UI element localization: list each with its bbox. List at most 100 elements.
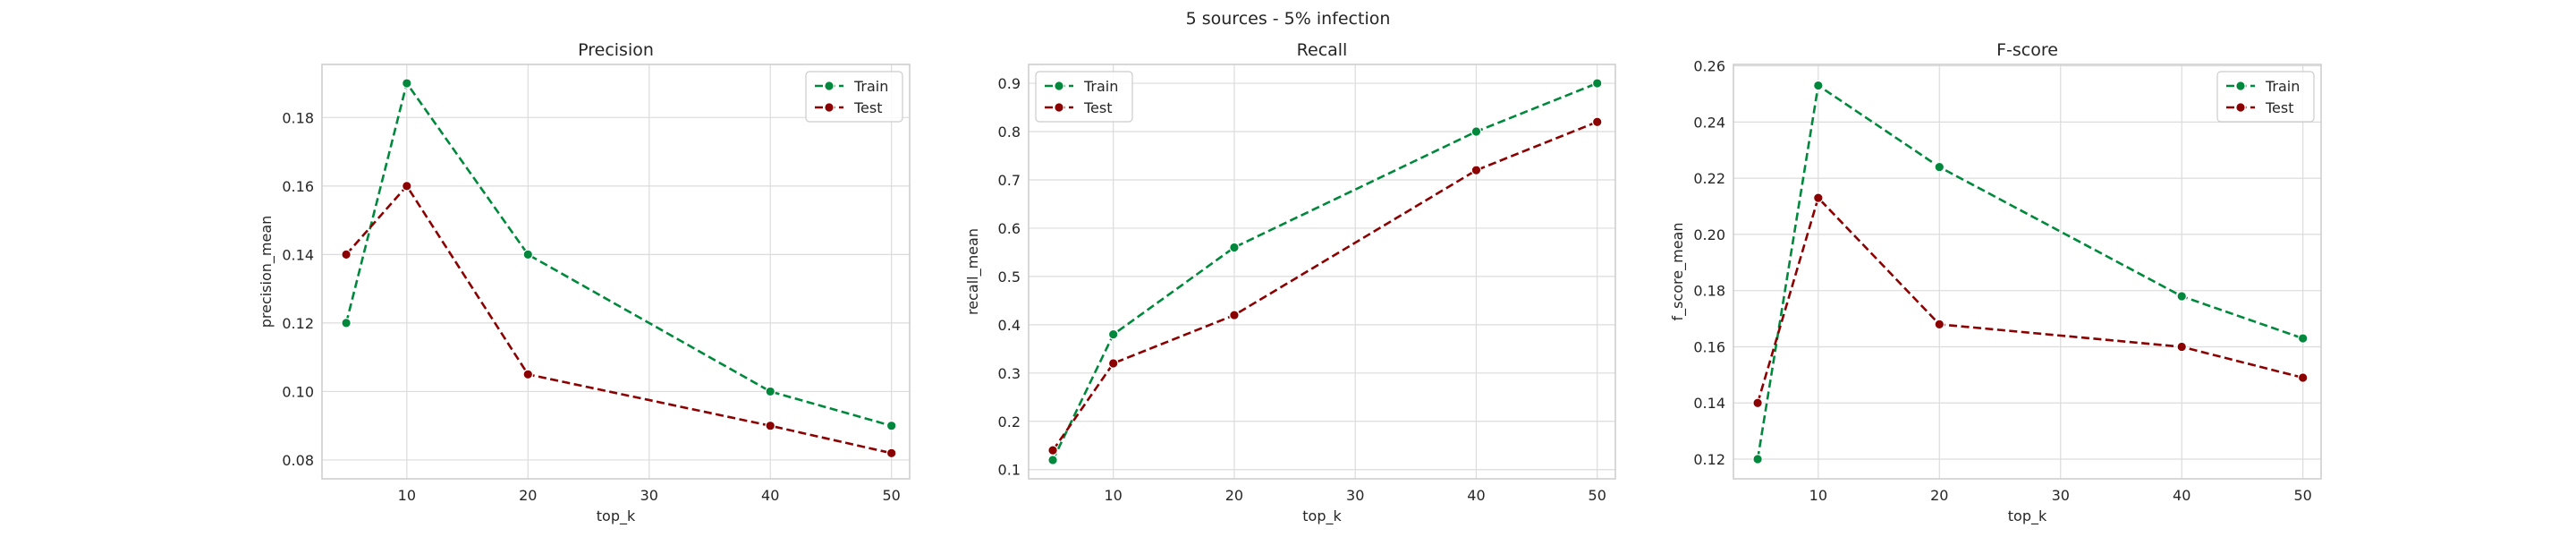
precision-x-tick-label: 20 [519,487,537,504]
f-score-y-tick-label: 0.20 [1693,226,1725,243]
precision-plot-area [322,64,910,479]
recall-y-tick-label: 0.4 [998,317,1021,334]
precision-legend-train-marker [824,81,835,91]
precision-legend-test-marker [824,102,835,113]
precision-test-point [522,369,534,380]
precision-y-tick-label: 0.08 [282,452,314,469]
precision-legend-test-label: Test [853,99,883,116]
recall-subplot: 10 20 30 40 50 0.1 0.2 0.3 0.4 0.5 0.6 0.7 0.8 0.9 Rec… [964,40,1616,525]
f-score-legend-test-marker [2235,102,2246,113]
f-score-subplot: 10 20 30 40 50 0.12 0.14 0.16 0.18 0.20 0.22 0.24 0.… [1669,40,2322,525]
recall-x-tick-label: 30 [1346,487,1364,504]
f-score-x-tick-label: 10 [1809,487,1827,504]
f-score-x-tick-label: 40 [2173,487,2190,504]
recall-legend-test-marker [1054,102,1064,113]
recall-train-point [1229,242,1240,253]
recall-x-axis-label: top_k [1302,507,1342,525]
precision-train-point [886,420,897,431]
precision-x-tick-label: 40 [761,487,779,504]
f-score-train-point [1813,80,1824,91]
precision-y-tick-label: 0.12 [282,315,314,332]
recall-x-tick-label: 10 [1105,487,1123,504]
recall-test-point [1047,445,1058,456]
precision-legend-train-label: Train [853,78,888,95]
f-score-train-point [2176,291,2188,302]
precision-y-tick-label: 0.18 [282,109,314,126]
recall-axes-frame [1028,64,1616,480]
f-score-x-tick-label: 50 [2294,487,2312,504]
f-score-legend-train-marker [2235,81,2246,91]
f-score-y-tick-label: 0.22 [1693,170,1725,187]
f-score-test-point [1813,192,1824,203]
f-score-train-point [1752,454,1763,465]
f-score-axes-frame [1733,64,2322,480]
precision-train-point [522,249,534,260]
f-score-y-tick-label: 0.14 [1693,395,1725,412]
recall-y-tick-label: 0.3 [998,365,1021,382]
precision-legend: Train Test [805,71,903,123]
f-score-y-tick-label: 0.12 [1693,451,1725,468]
recall-y-tick-label: 0.7 [998,172,1021,189]
recall-y-tick-label: 0.5 [998,268,1021,286]
recall-y-tick-label: 0.6 [998,220,1021,237]
precision-train-point [402,78,412,89]
precision-subplot: 10 20 30 40 50 0.08 0.10 0.12 0.14 0.16 0.18 Precis… [258,40,911,525]
f-score-legend-train-label: Train [2265,78,2300,95]
precision-train-point [765,386,776,397]
f-score-test-point [2297,372,2309,383]
precision-y-axis-label: precision_mean [258,216,275,328]
f-score-test-point [1752,397,1763,409]
precision-y-tick-label: 0.16 [282,178,314,195]
f-score-train-point [1934,161,1945,173]
recall-y-tick-label: 0.2 [998,413,1021,430]
f-score-y-axis-label: f_score_mean [1669,223,1687,321]
recall-test-point [1470,165,1482,175]
f-score-x-axis-label: top_k [2008,507,2047,525]
recall-x-tick-label: 50 [1589,487,1606,504]
recall-y-axis-label: recall_mean [964,228,982,315]
recall-test-point [1229,310,1240,320]
figure-title: 5 sources - 5% infection [1186,9,1391,29]
recall-train-point [1591,78,1603,89]
precision-x-tick-label: 30 [640,487,658,504]
precision-test-point [341,249,352,260]
recall-x-tick-label: 20 [1225,487,1243,504]
precision-x-tick-label: 10 [398,487,416,504]
recall-plot-area [1029,64,1615,479]
f-score-y-tick-label: 0.24 [1693,114,1725,131]
precision-test-point [886,448,897,459]
f-score-legend: Train Test [2216,71,2315,123]
recall-legend-test-label: Test [1083,99,1113,116]
precision-axes-frame [321,64,911,480]
precision-test-point [765,420,776,431]
recall-legend: Train Test [1035,71,1133,123]
recall-title: Recall [1297,40,1348,60]
precision-train-point [341,318,352,328]
f-score-legend-test-label: Test [2265,99,2294,116]
recall-test-point [1107,358,1119,369]
f-score-train-point [2297,333,2309,344]
f-score-title: F-score [1996,40,2058,60]
f-score-plot-area [1733,64,2321,479]
recall-y-tick-label: 0.1 [998,462,1021,479]
recall-x-tick-label: 40 [1467,487,1485,504]
recall-legend-train-marker [1054,81,1064,91]
recall-test-point [1591,116,1603,128]
precision-y-tick-label: 0.14 [282,246,314,263]
precision-train-line [344,80,893,427]
precision-test-point [402,181,412,192]
precision-x-tick-label: 50 [883,487,901,504]
recall-y-tick-label: 0.8 [998,124,1021,141]
f-score-test-point [2176,341,2188,353]
f-score-y-tick-label: 0.16 [1693,338,1725,355]
recall-legend-train-label: Train [1083,78,1118,95]
f-score-x-tick-label: 30 [2052,487,2070,504]
recall-train-point [1107,328,1119,340]
f-score-y-tick-label: 0.26 [1693,58,1725,75]
f-score-test-point [1934,319,1945,330]
precision-y-tick-label: 0.10 [282,383,314,400]
recall-y-tick-label: 0.9 [998,75,1021,92]
recall-train-point [1047,455,1058,465]
recall-train-point [1470,126,1482,137]
